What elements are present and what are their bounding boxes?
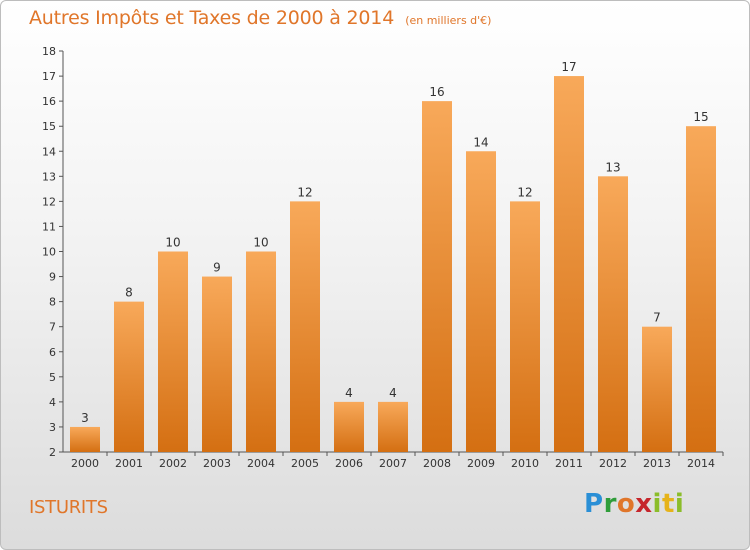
x-tick-label: 2004	[247, 457, 275, 470]
bar-2001	[114, 301, 144, 452]
data-label-2014: 15	[693, 110, 708, 124]
bar-2011	[554, 76, 584, 452]
data-label-2012: 13	[605, 160, 620, 174]
chart-bars: 3 8 10 9 10 12 4 4 16 14 12 17 13 7 15	[70, 60, 716, 452]
y-tick-label: 5	[49, 371, 56, 384]
y-tick-label: 7	[49, 321, 56, 334]
x-tick-label: 2000	[71, 457, 99, 470]
bar-2005	[290, 201, 320, 452]
data-label-2013: 7	[653, 311, 661, 325]
x-tick-label: 2006	[335, 457, 363, 470]
proxiti-logo: Proxiti	[584, 489, 685, 519]
x-tick-label: 2011	[555, 457, 583, 470]
bar-2003	[202, 276, 232, 452]
data-label-2007: 4	[389, 386, 397, 400]
data-label-2003: 9	[213, 261, 221, 275]
x-tick-label: 2014	[687, 457, 715, 470]
data-label-2010: 12	[517, 185, 532, 199]
data-label-2009: 14	[473, 135, 488, 149]
y-tick-label: 15	[42, 120, 56, 133]
chart-unit: (en milliers d'€)	[405, 14, 492, 27]
data-label-2008: 16	[429, 85, 444, 99]
data-label-2002: 10	[165, 236, 180, 250]
data-label-2011: 17	[561, 60, 576, 74]
data-label-2001: 8	[125, 286, 133, 300]
x-tick-label: 2001	[115, 457, 143, 470]
y-tick-label: 16	[42, 95, 56, 108]
commune-name: ISTURITS	[29, 497, 108, 518]
y-tick-label: 3	[49, 421, 56, 434]
bar-2012	[598, 176, 628, 452]
y-tick-label: 10	[42, 246, 56, 259]
data-label-2006: 4	[345, 386, 353, 400]
bar-2007	[378, 401, 408, 452]
bar-2009	[466, 151, 496, 452]
bar-2006	[334, 401, 364, 452]
y-tick-label: 8	[49, 296, 56, 309]
bar-2004	[246, 251, 276, 452]
data-label-2005: 12	[297, 185, 312, 199]
data-label-2000: 3	[81, 411, 89, 425]
y-tick-label: 9	[49, 271, 56, 284]
data-label-2004: 10	[253, 236, 268, 250]
x-tick-label: 2002	[159, 457, 187, 470]
y-tick-label: 18	[42, 45, 56, 58]
x-tick-label: 2010	[511, 457, 539, 470]
bar-2000	[70, 426, 100, 452]
y-tick-label: 4	[49, 396, 56, 409]
bar-2013	[642, 326, 672, 452]
x-tick-label: 2003	[203, 457, 231, 470]
y-tick-label: 2	[49, 446, 56, 459]
y-tick-label: 12	[42, 195, 56, 208]
chart-header: Autres Impôts et Taxes de 2000 à 2014 (e…	[29, 7, 491, 29]
bar-2014	[686, 126, 716, 452]
y-tick-label: 13	[42, 170, 56, 183]
bar-2002	[158, 251, 188, 452]
x-tick-label: 2012	[599, 457, 627, 470]
y-tick-label: 17	[42, 70, 56, 83]
chart-title: Autres Impôts et Taxes de 2000 à 2014	[29, 7, 395, 29]
y-tick-label: 14	[42, 145, 56, 158]
x-tick-label: 2013	[643, 457, 671, 470]
y-tick-label: 6	[49, 346, 56, 359]
x-tick-label: 2007	[379, 457, 407, 470]
bar-2008	[422, 101, 452, 452]
x-tick-label: 2009	[467, 457, 495, 470]
bar-2010	[510, 201, 540, 452]
x-tick-label: 2008	[423, 457, 451, 470]
y-tick-label: 11	[42, 220, 56, 233]
x-tick-label: 2005	[291, 457, 319, 470]
